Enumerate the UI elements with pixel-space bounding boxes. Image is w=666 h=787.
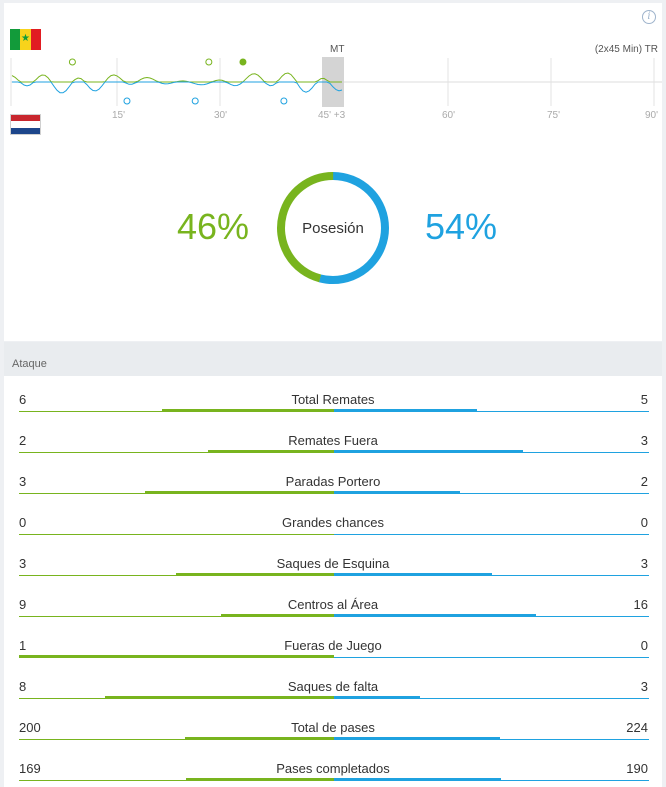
momentum-tick-label: 15' <box>112 110 126 121</box>
stat-home-baseline <box>19 616 334 617</box>
stat-away-baseline <box>334 534 649 535</box>
stat-row: 6 Total Remates 5 <box>4 376 662 417</box>
stat-home-value: 2 <box>19 433 27 448</box>
away-event-marker <box>123 97 131 105</box>
stat-away-value: 3 <box>640 679 648 694</box>
stat-home-baseline <box>19 534 334 535</box>
stat-away-value: 0 <box>640 638 648 653</box>
stat-away-value: 16 <box>633 597 648 612</box>
stat-row: 9 Centros al Área 16 <box>4 581 662 622</box>
stat-home-bar <box>208 450 334 453</box>
home-event-marker <box>239 58 247 66</box>
stat-away-value: 2 <box>640 474 648 489</box>
stat-home-bar <box>186 778 334 781</box>
stat-label: Centros al Área <box>287 597 379 612</box>
momentum-tick-label: 45' +3 <box>318 110 346 121</box>
stat-away-value: 5 <box>640 392 648 407</box>
stat-home-value: 3 <box>19 474 27 489</box>
stat-row: 2 Remates Fuera 3 <box>4 417 662 458</box>
stat-away-bar <box>334 614 536 617</box>
stat-home-value: 1 <box>19 638 27 653</box>
section-title: Ataque <box>12 358 47 370</box>
possession-widget: 46% Posesión 54% <box>0 168 666 288</box>
stat-away-baseline <box>334 657 649 658</box>
stat-away-bar <box>334 491 460 494</box>
stat-label: Remates Fuera <box>288 433 378 448</box>
home-possession-value: 46% <box>177 206 250 247</box>
home-event-marker <box>205 58 213 66</box>
momentum-chart <box>10 57 662 107</box>
momentum-tick-label: 90' <box>645 110 659 121</box>
stat-label: Total de pases <box>291 720 375 735</box>
stat-away-baseline <box>334 493 649 494</box>
stat-row: 0 Grandes chances 0 <box>4 499 662 540</box>
stat-away-value: 0 <box>640 515 648 530</box>
stat-label: Fueras de Juego <box>284 638 382 653</box>
away-event-marker <box>280 97 288 105</box>
stat-away-bar <box>334 737 500 740</box>
possession-donut <box>277 172 389 284</box>
stat-away-bar <box>334 450 523 453</box>
stat-label: Saques de Esquina <box>276 556 390 571</box>
stat-away-bar <box>334 573 492 576</box>
momentum-tick-label: 30' <box>214 110 228 121</box>
home-event-marker <box>68 58 76 66</box>
stat-away-value: 224 <box>626 720 648 735</box>
stat-home-bar <box>19 655 334 658</box>
stat-label: Saques de falta <box>287 679 379 694</box>
stat-label: Paradas Portero <box>285 474 381 489</box>
stat-label: Total Remates <box>291 392 375 407</box>
stat-home-bar <box>105 696 334 699</box>
away-event-marker <box>191 97 199 105</box>
stat-away-bar <box>334 409 477 412</box>
stat-home-value: 0 <box>19 515 27 530</box>
stat-away-baseline <box>334 698 649 699</box>
senegal-flag-icon <box>10 29 41 50</box>
info-icon[interactable]: i <box>642 10 656 24</box>
stat-label: Pases completados <box>276 761 390 776</box>
half-time-label: MT <box>330 44 345 55</box>
stat-label: Grandes chances <box>282 515 384 530</box>
netherlands-flag-icon <box>10 114 41 135</box>
momentum-tick-label: 60' <box>442 110 456 121</box>
stat-home-value: 169 <box>19 761 41 776</box>
stat-row: 8 Saques de falta 3 <box>4 663 662 704</box>
home-momentum-line <box>11 72 342 83</box>
stat-row: 3 Saques de Esquina 3 <box>4 540 662 581</box>
stat-row: 3 Paradas Portero 2 <box>4 458 662 499</box>
stat-home-value: 8 <box>19 679 27 694</box>
momentum-tick-label: 75' <box>547 110 561 121</box>
possession-label: Posesión <box>302 219 364 237</box>
stat-away-value: 3 <box>640 556 648 571</box>
stat-home-value: 200 <box>19 720 41 735</box>
stat-row: 1 Fueras de Juego 0 <box>4 622 662 663</box>
stat-home-baseline <box>19 739 334 740</box>
stat-away-value: 190 <box>626 761 648 776</box>
stat-home-baseline <box>19 780 334 781</box>
away-possession-value: 54% <box>425 206 498 247</box>
stat-home-value: 9 <box>19 597 27 612</box>
match-format-label: (2x45 Min) TR <box>594 44 658 55</box>
away-momentum-line <box>12 81 343 94</box>
stat-home-baseline <box>19 452 334 453</box>
stat-row: 200 Total de pases 224 <box>4 704 662 745</box>
stat-away-bar <box>334 696 420 699</box>
stat-away-value: 3 <box>640 433 648 448</box>
stat-away-bar <box>334 778 501 781</box>
stat-home-bar <box>176 573 334 576</box>
stat-home-value: 6 <box>19 392 27 407</box>
stat-away-baseline <box>334 411 649 412</box>
stats-list: 6 Total Remates 5 2 Remates Fuera 3 3 Paradas P… <box>4 376 662 787</box>
stat-home-bar <box>145 491 334 494</box>
stat-home-bar <box>221 614 334 617</box>
section-header-attack: Ataque <box>4 342 662 376</box>
stat-row: 169 Pases completados 190 <box>4 745 662 786</box>
stat-home-value: 3 <box>19 556 27 571</box>
stat-home-bar <box>162 409 334 412</box>
stat-home-bar <box>185 737 334 740</box>
